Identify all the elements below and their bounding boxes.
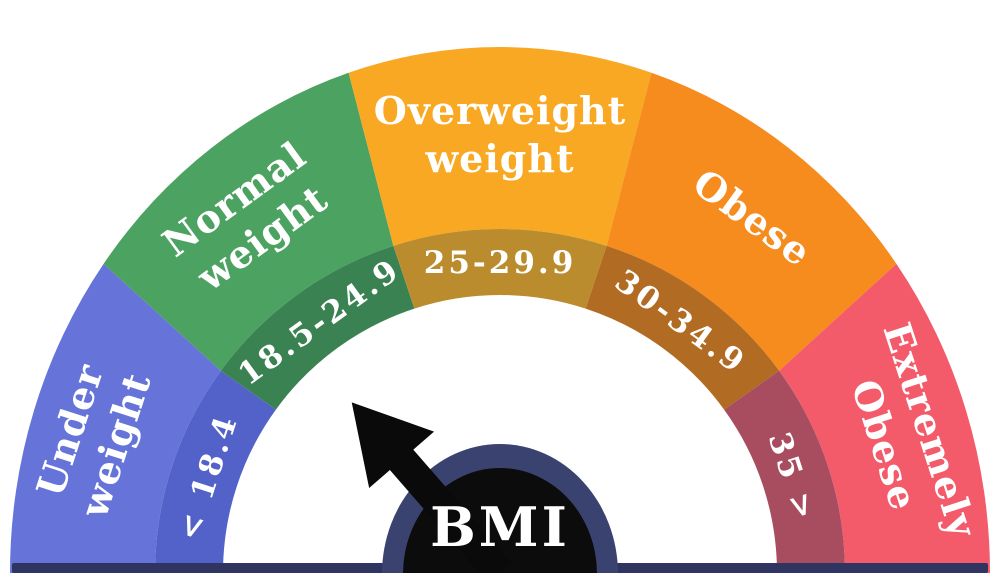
segment-normal-weight: [103, 72, 394, 371]
center-label: BMI: [430, 495, 570, 559]
segment-range-overweight-weight: [393, 229, 607, 309]
needle-arrow-icon: [351, 402, 512, 573]
segment-range-obese: [585, 245, 780, 410]
segment-range-extremely-obese: [724, 370, 845, 573]
segment-under-weight: [10, 263, 221, 573]
needle-shaft: [388, 448, 512, 573]
segment-range-under-weight: [155, 370, 276, 573]
segment-obese: [606, 72, 897, 371]
segment-overweight-weight: [348, 46, 652, 246]
needle-head: [351, 402, 435, 489]
gauge-bands: [10, 46, 990, 573]
segment-range-normal-weight: [220, 245, 415, 410]
segment-range-label-overweight-weight: 25-29.9: [424, 245, 577, 281]
segment-label-overweight-weight: Overweight weight: [374, 88, 626, 181]
segment-extremely-obese: [779, 263, 990, 573]
